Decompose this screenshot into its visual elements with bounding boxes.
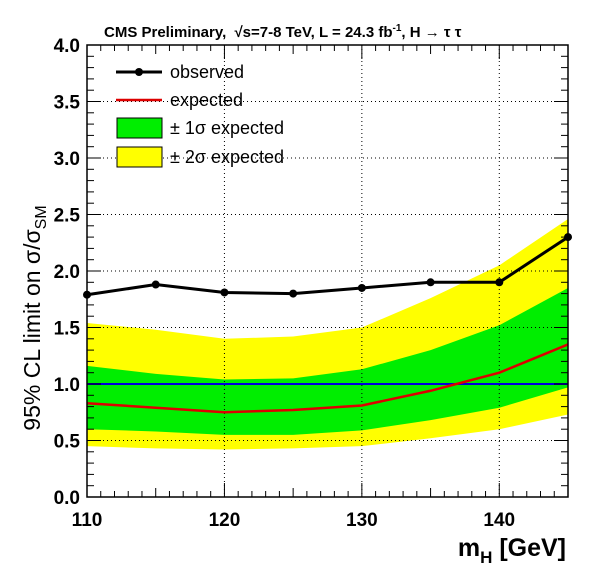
y-tick-label: 3.0 <box>54 149 80 170</box>
y-tick-label: 4.0 <box>54 36 80 57</box>
x-tick-label: 120 <box>209 510 241 531</box>
observed-point <box>220 288 229 297</box>
x-tick-label: 140 <box>483 510 515 531</box>
legend-label: ± 2σ expected <box>170 147 284 167</box>
series-line-observed <box>86 235 569 297</box>
observed-point <box>495 278 504 287</box>
band-1sigma <box>87 287 568 435</box>
legend-swatch <box>116 146 163 168</box>
plot-area: 110 120 130 140 0.0 0.5 1.0 1.5 2.0 2.5 3.0 3.5 4.0 <box>54 36 572 531</box>
legend-label: ± 1σ expected <box>170 118 284 138</box>
x-axis-title: mH [GeV] <box>458 534 566 567</box>
y-tick-label: 2.5 <box>54 206 81 227</box>
y-tick-label: 0.0 <box>54 488 80 509</box>
observed-point <box>357 283 366 292</box>
series-line-expected <box>86 343 569 414</box>
legend-observed-marker <box>135 68 143 76</box>
y-axis-title: 95% CL limit on σ/σSM <box>19 205 50 430</box>
chart-title: CMS Preliminary, √s=7-8 TeV, L = 24.3 fb… <box>104 23 462 41</box>
y-tick-label: 1.0 <box>54 375 80 396</box>
observed-point <box>151 280 160 289</box>
legend: observed expected ± 1σ expected ± 2σ expect… <box>116 62 284 168</box>
x-tick-label: 110 <box>72 510 103 531</box>
x-tick-label: 130 <box>346 510 378 531</box>
y-tick-label: 3.5 <box>54 93 81 114</box>
legend-swatch <box>116 117 163 139</box>
legend-label: expected <box>170 90 243 110</box>
y-tick-label: 1.5 <box>54 319 81 340</box>
observed-point <box>289 289 298 298</box>
observed-point <box>426 278 435 287</box>
y-tick-label: 2.0 <box>54 262 80 283</box>
y-tick-label: 0.5 <box>54 432 81 453</box>
legend-label: observed <box>170 62 244 82</box>
